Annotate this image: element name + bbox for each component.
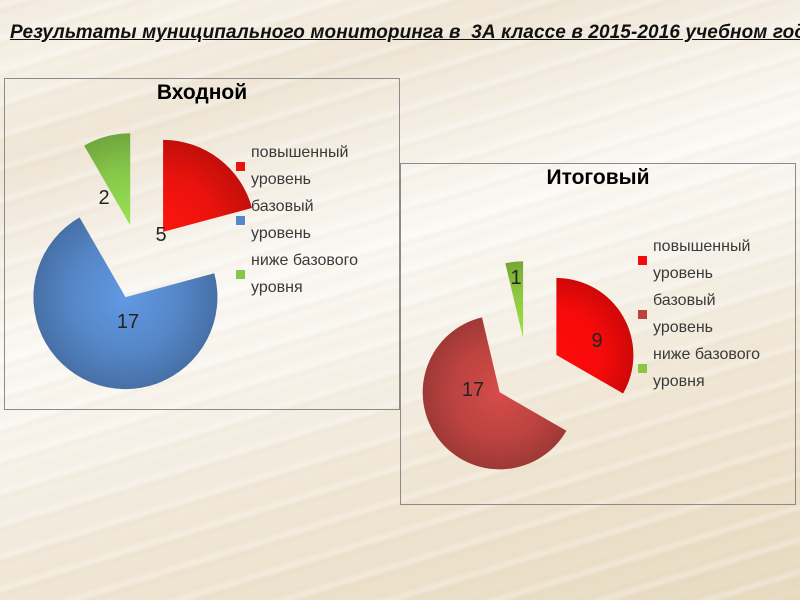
legend-marker-red-icon: [236, 161, 245, 171]
legend-label: базовый уровень: [653, 292, 716, 336]
pie-slice-0-1[interactable]: [33, 217, 218, 390]
legend-marker-red-icon: [638, 255, 647, 265]
legend-marker-darkred-icon: [638, 309, 647, 319]
legend-label: базовый уровень: [251, 198, 314, 242]
legend-item: базовый уровень: [638, 287, 775, 341]
legend-label: повышенный уровень: [251, 144, 349, 188]
legend-label: ниже базового уровня: [653, 346, 760, 390]
pie-slice-1-0[interactable]: [556, 278, 634, 394]
legend-item: базовый уровень: [236, 193, 373, 247]
legend-item: повышенный уровень: [638, 233, 775, 287]
legend-marker-green-icon: [638, 363, 647, 373]
legend-item: повышенный уровень: [236, 139, 373, 193]
legend-item: ниже базового уровня: [236, 247, 373, 301]
legend-entry: повышенный уровень базовый уровень ниже …: [236, 139, 373, 301]
pie-slice-0-2[interactable]: [84, 133, 131, 226]
pie-slice-0-0[interactable]: [163, 139, 252, 232]
pie-slice-1-2[interactable]: [505, 261, 524, 339]
chart-panel-final[interactable]: Итоговый: [400, 163, 796, 505]
slide-title: Результаты муниципального мониторинга в …: [10, 22, 800, 43]
pie-slice-1-1[interactable]: [422, 317, 567, 470]
legend-marker-blue-icon: [236, 215, 245, 225]
chart-title-final: Итоговый: [546, 166, 650, 189]
legend-label: повышенный уровень: [653, 238, 751, 282]
chart-panel-entry[interactable]: Входной: [4, 78, 400, 410]
legend-label: ниже базового уровня: [251, 252, 358, 296]
chart-title-entry: Входной: [156, 81, 248, 104]
legend-item: ниже базового уровня: [638, 341, 775, 395]
legend-final: повышенный уровень базовый уровень ниже …: [638, 233, 775, 395]
legend-marker-green-icon: [236, 269, 245, 279]
